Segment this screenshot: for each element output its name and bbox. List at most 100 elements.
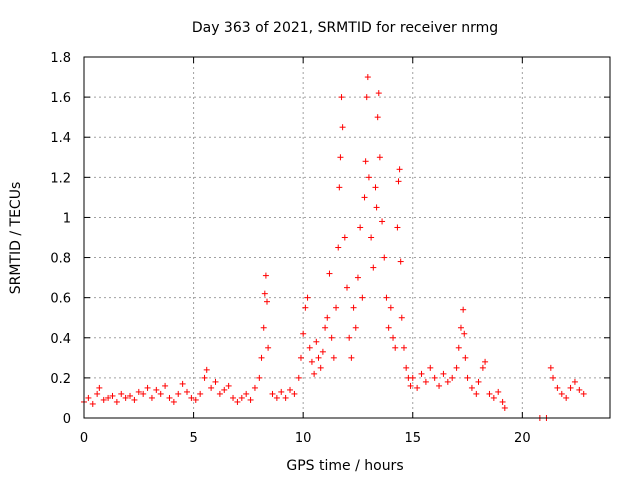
data-point bbox=[407, 382, 414, 389]
data-point bbox=[300, 330, 307, 337]
data-point bbox=[374, 114, 381, 121]
data-point bbox=[153, 386, 160, 393]
data-point bbox=[162, 382, 169, 389]
data-point bbox=[238, 394, 245, 401]
data-point bbox=[414, 384, 421, 391]
data-point bbox=[361, 194, 368, 201]
data-point bbox=[400, 344, 407, 351]
data-point bbox=[396, 166, 403, 173]
data-point bbox=[563, 394, 570, 401]
data-point bbox=[287, 386, 294, 393]
data-point bbox=[216, 390, 223, 397]
data-point bbox=[482, 358, 489, 365]
data-point bbox=[122, 394, 129, 401]
y-tick-label: 1 bbox=[63, 211, 71, 226]
data-point bbox=[357, 224, 364, 231]
data-point bbox=[311, 370, 318, 377]
data-point bbox=[457, 324, 464, 331]
data-point bbox=[397, 258, 404, 265]
y-axis-title: SRMTID / TECUs bbox=[8, 182, 24, 295]
data-point bbox=[461, 330, 468, 337]
data-point bbox=[376, 154, 383, 161]
data-point bbox=[251, 384, 258, 391]
data-point bbox=[315, 354, 322, 361]
data-point bbox=[297, 354, 304, 361]
data-point bbox=[179, 380, 186, 387]
data-point bbox=[118, 390, 125, 397]
data-point bbox=[473, 390, 480, 397]
data-point bbox=[326, 270, 333, 277]
data-point bbox=[403, 364, 410, 371]
data-point bbox=[370, 264, 377, 271]
data-point bbox=[475, 378, 482, 385]
data-point bbox=[580, 390, 587, 397]
data-point bbox=[201, 374, 208, 381]
data-point bbox=[243, 390, 250, 397]
data-point bbox=[418, 370, 425, 377]
y-tick-label: 0.2 bbox=[50, 372, 71, 387]
data-point bbox=[422, 378, 429, 385]
data-point bbox=[85, 394, 92, 401]
data-point bbox=[449, 374, 456, 381]
data-point bbox=[322, 324, 329, 331]
data-point bbox=[308, 358, 315, 365]
data-point bbox=[344, 284, 350, 291]
data-point bbox=[375, 90, 382, 97]
data-point bbox=[547, 364, 554, 371]
data-point bbox=[258, 354, 265, 361]
y-tick-label: 1.2 bbox=[50, 171, 71, 186]
data-point bbox=[94, 390, 101, 397]
data-point bbox=[225, 382, 232, 389]
data-point bbox=[495, 388, 502, 395]
data-point bbox=[306, 344, 313, 351]
data-point bbox=[479, 364, 486, 371]
data-point bbox=[197, 390, 204, 397]
x-axis-title: GPS time / hours bbox=[286, 458, 403, 474]
data-point bbox=[346, 334, 353, 341]
data-point bbox=[269, 390, 276, 397]
data-point bbox=[192, 396, 199, 403]
data-point bbox=[256, 374, 263, 381]
data-point bbox=[394, 224, 401, 231]
data-point bbox=[304, 294, 311, 301]
y-tick-label: 1.6 bbox=[50, 91, 71, 106]
data-point bbox=[148, 394, 155, 401]
data-point bbox=[278, 388, 285, 395]
data-point bbox=[188, 394, 195, 401]
y-tick-label: 0.6 bbox=[50, 292, 71, 307]
data-point bbox=[313, 338, 320, 345]
data-point bbox=[302, 304, 309, 311]
data-point bbox=[372, 184, 379, 191]
x-tick-label: 10 bbox=[295, 431, 312, 446]
data-point bbox=[364, 74, 371, 81]
axis-tick-labels: 0 0.2 0.4 0.6 0.8 1 1.2 1.4 1.6 1.8 0 5 10 15 20 bbox=[50, 51, 530, 446]
data-point bbox=[398, 314, 405, 321]
data-point bbox=[184, 388, 191, 395]
data-point bbox=[338, 94, 345, 101]
data-point bbox=[431, 374, 438, 381]
data-points bbox=[81, 74, 587, 421]
data-point bbox=[460, 306, 467, 313]
data-point bbox=[247, 396, 254, 403]
data-point bbox=[352, 324, 359, 331]
data-point bbox=[468, 384, 475, 391]
data-point bbox=[359, 294, 366, 301]
x-tick-label: 5 bbox=[189, 431, 197, 446]
data-point bbox=[373, 204, 380, 211]
data-point bbox=[335, 244, 342, 251]
data-point bbox=[203, 366, 210, 373]
data-point bbox=[234, 398, 241, 405]
data-point bbox=[350, 304, 357, 311]
data-point bbox=[273, 394, 280, 401]
data-point bbox=[261, 290, 268, 297]
data-point bbox=[295, 374, 302, 381]
data-point bbox=[328, 334, 335, 341]
data-point bbox=[453, 364, 460, 371]
data-point bbox=[208, 384, 215, 391]
data-point bbox=[140, 390, 147, 397]
data-point bbox=[170, 398, 177, 405]
data-point bbox=[341, 234, 348, 241]
data-point bbox=[409, 374, 416, 381]
data-point bbox=[330, 354, 337, 361]
